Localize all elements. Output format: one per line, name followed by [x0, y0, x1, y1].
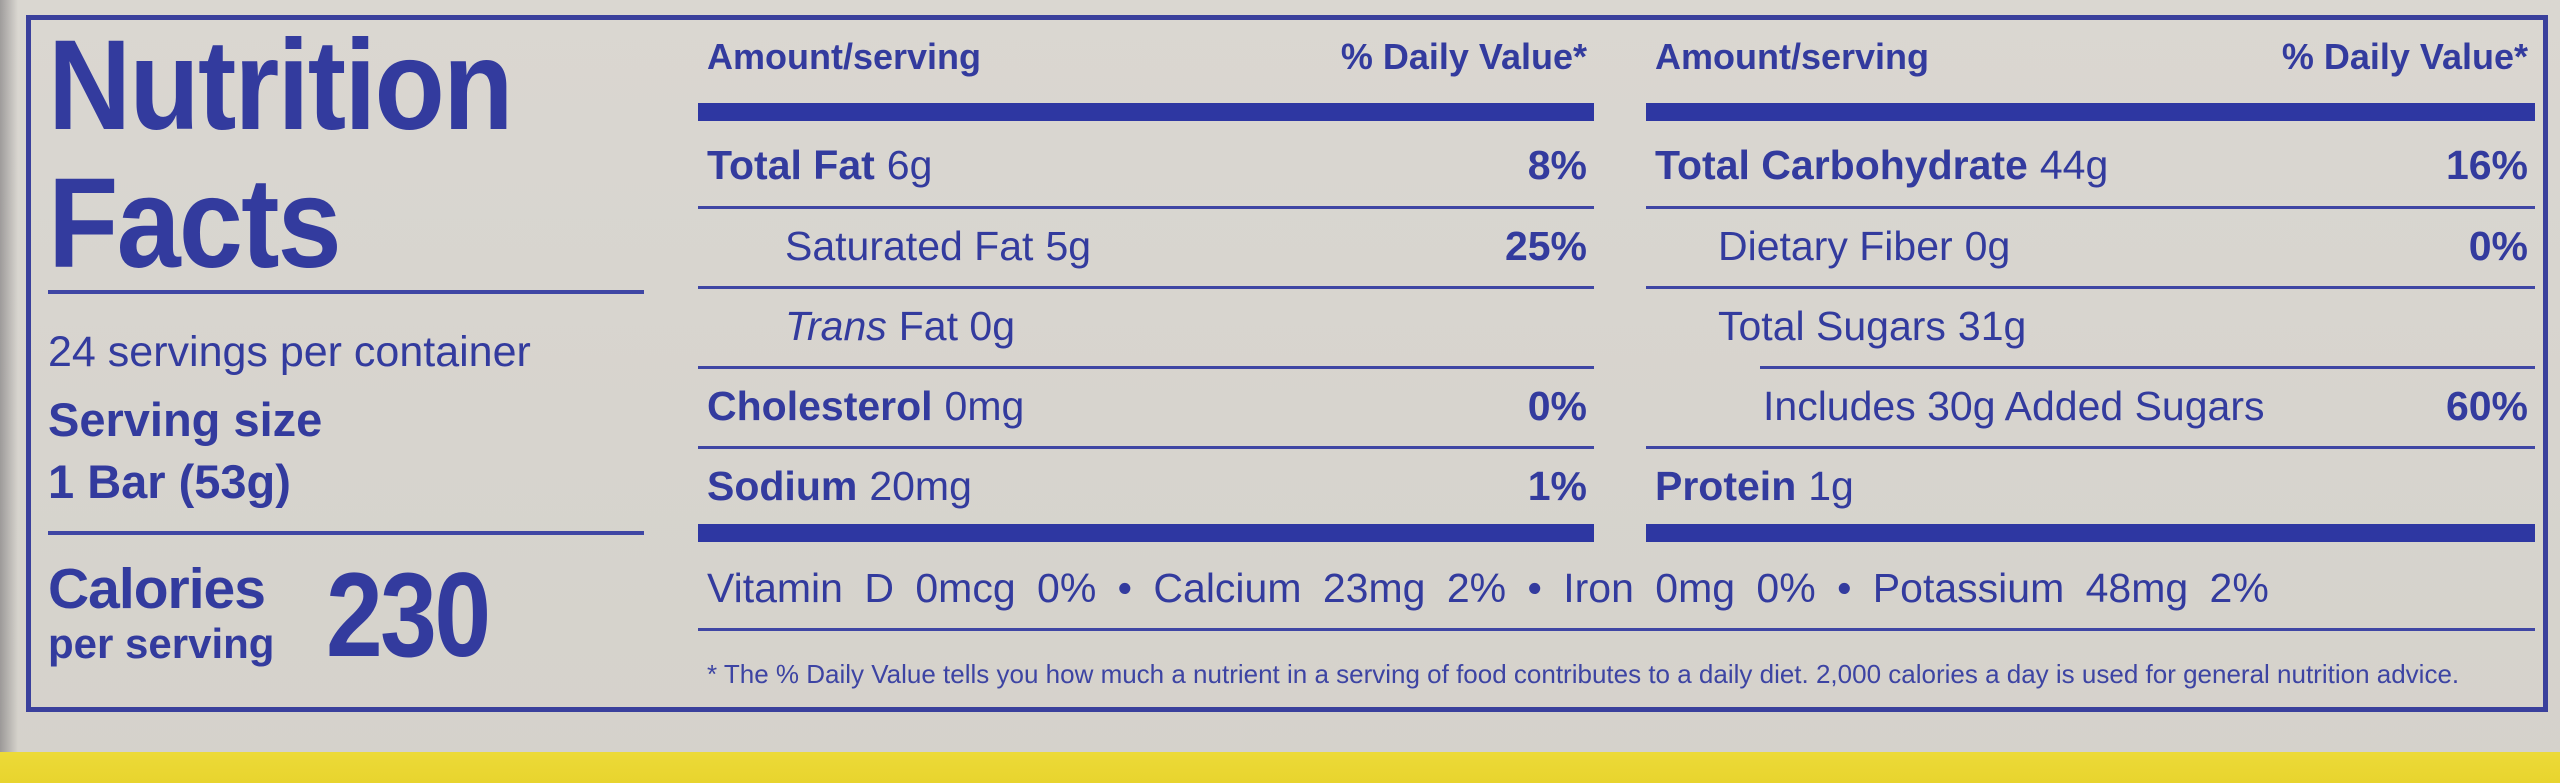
nutrient-daily-value: 16%: [2445, 142, 2528, 188]
photo-left-shadow: [0, 0, 18, 752]
table-row-total-sugars: Total Sugars 31g: [1646, 298, 2535, 354]
nutrient-name: Includes 30g Added Sugars: [1763, 383, 2265, 429]
divider: [48, 531, 644, 535]
divider: [1760, 366, 2535, 369]
title-line-2: Facts: [48, 152, 342, 296]
nutrient-amount: Fat 0g: [898, 303, 1015, 349]
divider: [1646, 446, 2535, 449]
nutrient-amount: 1g: [1808, 463, 1854, 509]
nutrient-name: Total Carbohydrate: [1655, 142, 2028, 188]
table-row-cholesterol: Cholesterol 0mg 0%: [698, 378, 1594, 434]
micronutrients-line: Vitamin D 0mcg 0% • Calcium 23mg 2% • Ir…: [707, 565, 2269, 611]
table-row-added-sugars: Includes 30g Added Sugars 60%: [1646, 378, 2535, 434]
daily-value-header: % Daily Value*: [1340, 36, 1587, 77]
serving-size-value: 1 Bar (53g): [48, 455, 291, 508]
nutrient-amount: 5g: [1045, 223, 1092, 269]
nutrient-amount: 31g: [1957, 303, 2027, 349]
title-line-1: Nutrition: [48, 14, 513, 157]
daily-value-header: % Daily Value*: [2281, 36, 2528, 77]
thick-bar: [1646, 524, 2535, 542]
nutrient-daily-value: 0%: [1527, 383, 1587, 429]
nutrient-name: Trans: [785, 303, 887, 349]
calories-sublabel: per serving: [48, 620, 275, 667]
panel-border: [26, 15, 2548, 712]
thick-bar: [1646, 103, 2535, 121]
nutrient-amount: 20mg: [869, 463, 972, 509]
nutrient-daily-value: 1%: [1527, 463, 1587, 509]
panel-title: Nutrition Facts: [48, 14, 513, 296]
divider: [698, 628, 2535, 631]
nutrient-name: Protein: [1655, 463, 1797, 509]
divider: [1646, 286, 2535, 289]
table-row-total-fat: Total Fat 6g 8%: [698, 137, 1594, 193]
divider: [698, 446, 1594, 449]
fat-column: Amount/serving % Daily Value* Total Fat …: [698, 15, 1594, 712]
nutrient-daily-value: 25%: [1504, 223, 1587, 269]
column-header: Amount/serving % Daily Value*: [1646, 33, 2535, 81]
amount-serving-header: Amount/serving: [1655, 36, 1930, 77]
nutrient-name: Total Sugars: [1718, 303, 1946, 349]
servings-per-container: 24 servings per container: [48, 328, 531, 376]
left-panel: Nutrition Facts 24 servings per containe…: [48, 15, 644, 712]
table-row-trans-fat: Trans Fat 0g: [698, 298, 1594, 354]
nutrient-amount: 44g: [2039, 142, 2109, 188]
calories-value: 230: [326, 548, 491, 682]
nutrient-daily-value: 8%: [1527, 142, 1587, 188]
daily-value-footnote: * The % Daily Value tells you how much a…: [707, 659, 2460, 689]
nutrient-name: Saturated Fat: [785, 223, 1034, 269]
nutrient-amount: 0g: [1964, 223, 2011, 269]
nutrition-facts-panel: Nutrition Facts 24 servings per containe…: [26, 15, 2548, 712]
thick-bar: [698, 103, 1594, 121]
nutrient-amount: 6g: [886, 142, 933, 188]
carbohydrate-column: Amount/serving % Daily Value* Total Carb…: [1646, 15, 2535, 712]
nutrient-amount: 0mg: [944, 383, 1025, 429]
table-row-protein: Protein 1g: [1646, 458, 2535, 514]
amount-serving-header: Amount/serving: [707, 36, 982, 77]
divider: [48, 290, 644, 294]
nutrient-name: Sodium: [707, 463, 858, 509]
serving-size-label: Serving size: [48, 393, 323, 446]
divider: [1646, 206, 2535, 209]
table-row-total-carbohydrate: Total Carbohydrate 44g 16%: [1646, 137, 2535, 193]
nutrient-daily-value: 60%: [2445, 383, 2528, 429]
divider: [698, 206, 1594, 209]
calories-label: Calories: [48, 557, 266, 621]
nutrient-name: Cholesterol: [707, 383, 933, 429]
nutrient-name: Total Fat: [707, 142, 875, 188]
divider: [698, 286, 1594, 289]
table-row-sodium: Sodium 20mg 1%: [698, 458, 1594, 514]
nutrient-daily-value: 0%: [2468, 223, 2528, 269]
table-row-dietary-fiber: Dietary Fiber 0g 0%: [1646, 218, 2535, 274]
nutrient-name: Dietary Fiber: [1718, 223, 1953, 269]
thick-bar: [698, 524, 1594, 542]
divider: [698, 366, 1594, 369]
package-yellow-band: [0, 752, 2560, 783]
column-header: Amount/serving % Daily Value*: [698, 33, 1594, 81]
table-row-saturated-fat: Saturated Fat 5g 25%: [698, 218, 1594, 274]
